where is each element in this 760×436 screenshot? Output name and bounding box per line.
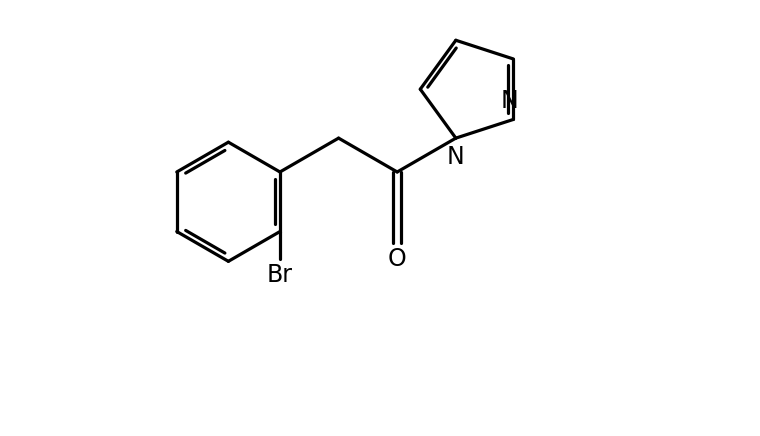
Text: N: N bbox=[447, 145, 464, 169]
Text: N: N bbox=[500, 89, 518, 113]
Text: O: O bbox=[388, 247, 407, 271]
Text: Br: Br bbox=[267, 263, 293, 287]
